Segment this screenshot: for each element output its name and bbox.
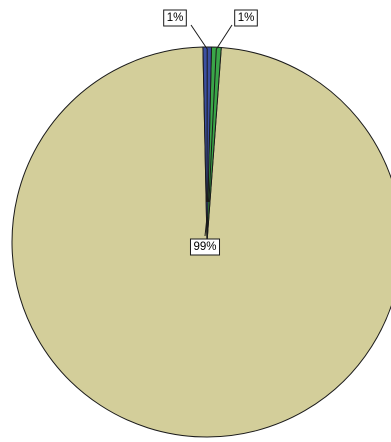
slice-label-3: 99% [193, 241, 216, 253]
slice-label-box-1 [163, 9, 187, 27]
slice-label-box-2 [234, 9, 258, 27]
slice-label-box-3 [189, 238, 221, 256]
slice-label-1: 1% [167, 12, 184, 24]
slice-label-2: 1% [238, 12, 255, 24]
leader-line-2 [208, 24, 233, 203]
pie-labels: 1% 1% 99% [163, 9, 258, 256]
leader-line-3 [204, 216, 208, 237]
leader-line-1 [190, 24, 208, 203]
